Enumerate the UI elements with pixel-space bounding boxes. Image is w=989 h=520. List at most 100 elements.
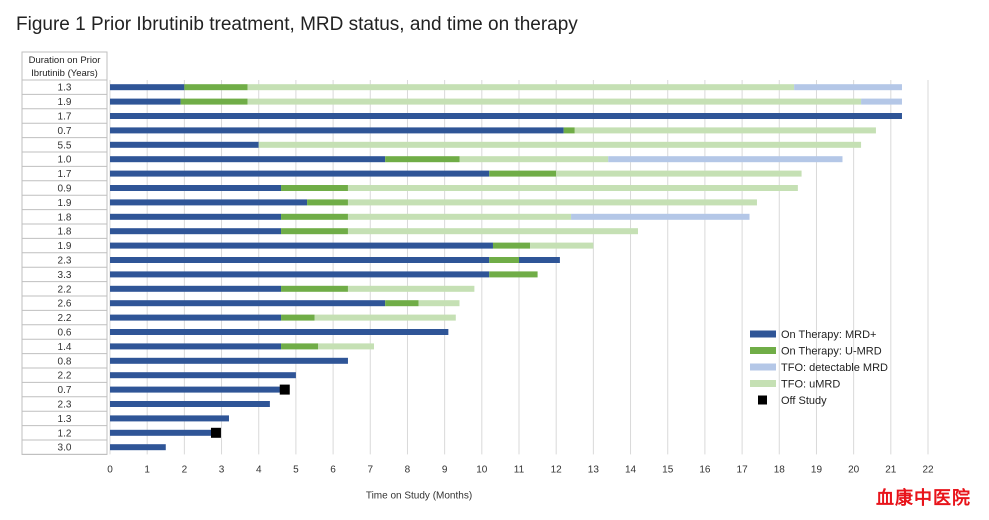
x-tick-label: 14 (625, 464, 637, 475)
row-label: 1.9 (58, 241, 72, 252)
row-header-label: Duration on Prior Ibrutinib (Years) (29, 55, 101, 79)
bar-segment-tfo_umrd (574, 127, 876, 134)
legend-swatch-tfo_umrd (750, 380, 776, 387)
legend-swatch-tfo_detect (750, 363, 776, 371)
bar-segment-tfo_umrd (318, 343, 374, 350)
x-tick-label: 5 (293, 464, 299, 475)
legend-swatch-off-study (758, 395, 767, 405)
bar-segment-tfo_umrd (347, 185, 798, 191)
row-label: 1.0 (58, 155, 72, 166)
row-label: 1.7 (58, 169, 72, 180)
bar-segment-umrd_on (385, 156, 460, 163)
bar-segment-tfo_detect (861, 98, 902, 105)
legend-label: Off Study (781, 395, 827, 407)
bar-segment-mrd_pos (110, 343, 282, 350)
x-tick-label: 11 (514, 464, 525, 475)
off-study-marker (210, 427, 221, 438)
bar-segment-tfo_umrd (530, 242, 594, 249)
chart-title: Figure 1 Prior Ibrutinib treatment, MRD … (16, 14, 578, 35)
x-tick-label: 13 (588, 464, 600, 475)
bar-segment-tfo_umrd (347, 228, 638, 235)
row-label: 1.8 (58, 212, 72, 223)
bar-segment-umrd_on (184, 84, 248, 91)
legend-label: TFO: detectable MRD (781, 362, 888, 374)
bar-segment-tfo_umrd (418, 300, 460, 307)
x-tick-label: 6 (330, 464, 336, 475)
bar-segment-umrd_on (489, 257, 519, 263)
bar-segment-mrd_pos (110, 113, 902, 119)
bar-segment-umrd_on (489, 170, 557, 177)
bar-segment-umrd_on (281, 285, 348, 292)
row-label: 1.3 (58, 83, 72, 94)
bar-segment-umrd_on (563, 127, 575, 134)
bar-segment-mrd_pos (110, 199, 308, 206)
x-tick-label: 8 (405, 464, 411, 475)
legend-label: TFO: uMRD (781, 379, 840, 391)
bar-segment-tfo_umrd (247, 98, 862, 105)
off-study-marker (279, 384, 290, 395)
bar-segment-umrd_on (385, 300, 419, 307)
row-label: 2.2 (58, 284, 72, 295)
row-label: 0.6 (58, 328, 72, 339)
bar-segment-umrd_on (489, 271, 538, 278)
bar-segment-mrd_pos (110, 329, 449, 335)
bar-segment-mrd_pos (110, 228, 282, 235)
row-label: 3.0 (58, 443, 72, 454)
bar-segment-mrd_pos (110, 357, 348, 364)
bar-segment-mrd_pos (110, 285, 282, 292)
row-label: 2.2 (58, 371, 72, 382)
row-label: 2.6 (58, 299, 72, 310)
legend-label: On Therapy: U-MRD (781, 346, 882, 358)
bar-segment-mrd_pos (110, 401, 270, 407)
x-tick-label: 15 (662, 464, 674, 475)
x-tick-label: 2 (182, 464, 188, 475)
bar-segment-tfo_umrd (347, 213, 572, 220)
x-tick-label: 7 (367, 464, 373, 475)
bar-segment-mrd_pos (110, 84, 185, 91)
bar-segment-tfo_umrd (459, 156, 609, 163)
x-tick-label: 3 (219, 464, 225, 475)
bar-segment-mrd_pos (110, 242, 493, 249)
bar-segment-tfo_umrd (258, 141, 862, 148)
bar-segment-tfo_detect (571, 213, 750, 220)
bar-segment-mrd_pos (110, 372, 296, 379)
row-label: 3.3 (58, 270, 72, 281)
bar-segment-umrd_on (281, 213, 348, 220)
bar-segment-tfo_umrd (314, 314, 456, 321)
bar-segment-mrd_pos (110, 386, 285, 393)
row-label: 1.2 (58, 428, 72, 439)
x-tick-label: 18 (774, 464, 786, 475)
bar-segment-mrd_pos (110, 185, 282, 191)
x-tick-label: 22 (922, 464, 934, 475)
bar-segment-umrd_on (492, 242, 531, 249)
bar-segment-tfo_detect (794, 84, 902, 91)
x-tick-label: 20 (848, 464, 860, 475)
watermark: 血康中医院 (876, 488, 971, 509)
row-label: 0.9 (58, 184, 72, 195)
bar-segment-mrd_pos (110, 98, 181, 105)
bar-segment-mrd_pos (110, 156, 386, 163)
bar-segment-mrd_pos (110, 257, 490, 263)
bar-segment-umrd_on (180, 98, 248, 105)
bar-segment-umrd_on (281, 314, 315, 321)
row-label: 1.9 (58, 198, 72, 209)
legend-swatch-umrd_on (750, 347, 776, 354)
bar-segment-umrd_on (281, 343, 319, 350)
bar-segment-umrd_on (281, 228, 348, 235)
row-label: 0.7 (58, 385, 72, 396)
x-axis-label: Time on Study (Months) (366, 490, 472, 501)
row-label: 1.7 (58, 112, 72, 123)
bar-segment-umrd_on (281, 185, 348, 191)
bar-segment-tfo_umrd (347, 285, 475, 292)
row-label: 2.3 (58, 400, 72, 411)
x-tick-label: 10 (476, 464, 488, 475)
bar-segment-mrd_pos (110, 444, 166, 451)
x-tick-label: 4 (256, 464, 262, 475)
row-label: 2.3 (58, 256, 72, 267)
row-label: 1.9 (58, 97, 72, 108)
x-tick-label: 21 (885, 464, 897, 475)
bar-segment-umrd_on (307, 199, 348, 206)
row-label: 0.8 (58, 356, 72, 367)
bar-segment-mrd_pos (519, 257, 560, 263)
